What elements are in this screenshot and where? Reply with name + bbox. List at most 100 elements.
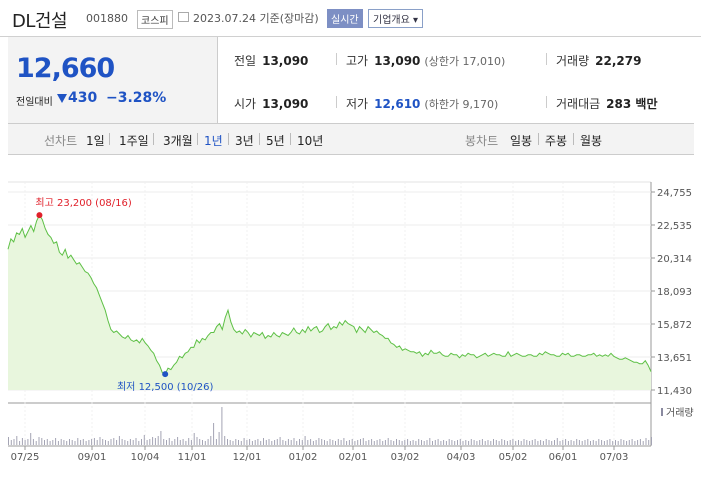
volume-bar xyxy=(426,440,428,445)
volume-bar xyxy=(290,440,292,445)
divider xyxy=(573,133,574,145)
volume-bar xyxy=(620,439,622,445)
divider xyxy=(228,133,229,145)
volume-bar xyxy=(335,441,336,445)
price-summary: 12,660 전일대비 430 −3.28% xyxy=(8,37,218,123)
volume-bar xyxy=(141,439,142,445)
volume-bar xyxy=(143,435,145,445)
period-1d[interactable]: 1일 xyxy=(86,134,105,148)
volume-bar xyxy=(554,440,555,445)
low-label: 저가 xyxy=(346,97,369,111)
volume-bar xyxy=(182,439,184,445)
volume-bar xyxy=(468,441,470,445)
volume-bar xyxy=(91,439,93,445)
volume-bar xyxy=(199,439,201,445)
divider xyxy=(153,133,154,145)
volume-bar xyxy=(135,438,137,445)
x-tick-label: 04/03 xyxy=(447,452,476,463)
upper-limit: (상한가 17,010) xyxy=(424,55,506,68)
volume-bar xyxy=(265,440,267,445)
volume-bar xyxy=(157,436,159,445)
volume-bar xyxy=(473,440,475,445)
volume-legend-swatch xyxy=(661,408,663,416)
period-3m[interactable]: 3개월 xyxy=(163,134,193,148)
y-tick-label: 18,093 xyxy=(657,287,692,298)
volume-bar xyxy=(515,441,517,445)
volume-bar xyxy=(598,439,600,445)
volume-bar xyxy=(163,439,165,445)
volume-bar xyxy=(368,440,370,445)
period-1y[interactable]: 1년 xyxy=(204,134,223,148)
volume-bar xyxy=(628,440,630,445)
divider xyxy=(259,133,260,145)
price-area xyxy=(8,215,651,390)
volume-bar xyxy=(376,440,378,445)
volume-bar xyxy=(623,440,625,445)
volume-bar xyxy=(71,440,73,445)
volume-bar xyxy=(634,441,636,445)
company-overview-dropdown[interactable]: 기업개요 ▾ xyxy=(368,9,423,28)
volume: 거래량 22,279 xyxy=(556,52,641,69)
volume-bar xyxy=(74,441,76,445)
prev-close-value: 13,090 xyxy=(262,54,309,68)
volume-bar xyxy=(279,437,281,445)
volume-bar xyxy=(251,441,253,445)
volume-bar xyxy=(332,440,334,445)
volume-bar xyxy=(218,432,220,445)
volume-bar xyxy=(398,440,400,445)
volume-bar xyxy=(249,439,251,445)
volume-bar xyxy=(346,441,348,445)
volume-bar xyxy=(274,440,276,445)
volume-bar xyxy=(235,439,237,445)
volume-bar xyxy=(55,438,57,445)
period-3y[interactable]: 3년 xyxy=(235,134,254,148)
volume-bar xyxy=(642,441,644,445)
current-price: 12,660 xyxy=(16,53,115,84)
volume-bar xyxy=(504,440,506,445)
period-10y[interactable]: 10년 xyxy=(297,134,324,148)
volume-bar xyxy=(179,440,181,445)
volume-bar xyxy=(412,440,414,445)
volume-bar xyxy=(548,440,550,445)
volume-bar xyxy=(523,439,525,445)
volume-bar xyxy=(479,440,481,445)
volume-bar xyxy=(362,438,364,445)
volume-bar xyxy=(462,441,464,445)
volume-bar xyxy=(592,440,594,445)
realtime-button[interactable]: 실시간 xyxy=(327,9,363,28)
volume-bar xyxy=(612,441,614,445)
period-5y[interactable]: 5년 xyxy=(266,134,285,148)
candle-daily[interactable]: 일봉 xyxy=(510,134,533,148)
volume-bar xyxy=(648,440,650,445)
candle-monthly[interactable]: 월봉 xyxy=(580,134,603,148)
volume-bar xyxy=(299,439,300,445)
volume-bar xyxy=(312,441,314,445)
volume-bar xyxy=(27,439,29,445)
volume-bar xyxy=(177,437,179,445)
volume-bar xyxy=(13,439,15,445)
volume-bar xyxy=(238,440,239,445)
volume-bar xyxy=(127,441,129,445)
volume-bar xyxy=(490,441,492,445)
period-1w[interactable]: 1주일 xyxy=(119,134,149,148)
volume-bar xyxy=(615,440,616,445)
volume-bar xyxy=(651,437,652,445)
x-tick-label: 07/25 xyxy=(11,452,40,463)
volume-bar xyxy=(46,439,48,445)
volume-bar xyxy=(257,439,259,445)
open-value: 13,090 xyxy=(262,97,309,111)
volume-bar xyxy=(93,438,95,445)
volume-bar xyxy=(207,439,209,445)
volume-bar xyxy=(617,441,619,445)
change-amount: 430 xyxy=(68,90,98,106)
volume-bar xyxy=(202,440,203,445)
volume-bar xyxy=(565,439,567,445)
low-value: 12,610 xyxy=(374,97,421,111)
volume-bar xyxy=(24,440,26,445)
volume-bar xyxy=(8,437,9,445)
volume-bar xyxy=(540,440,542,445)
volume-bar xyxy=(606,440,608,445)
max-annotation: 최고 23,200 (08/16) xyxy=(35,197,131,209)
candle-weekly[interactable]: 주봉 xyxy=(545,134,568,148)
volume-bar xyxy=(185,441,187,445)
